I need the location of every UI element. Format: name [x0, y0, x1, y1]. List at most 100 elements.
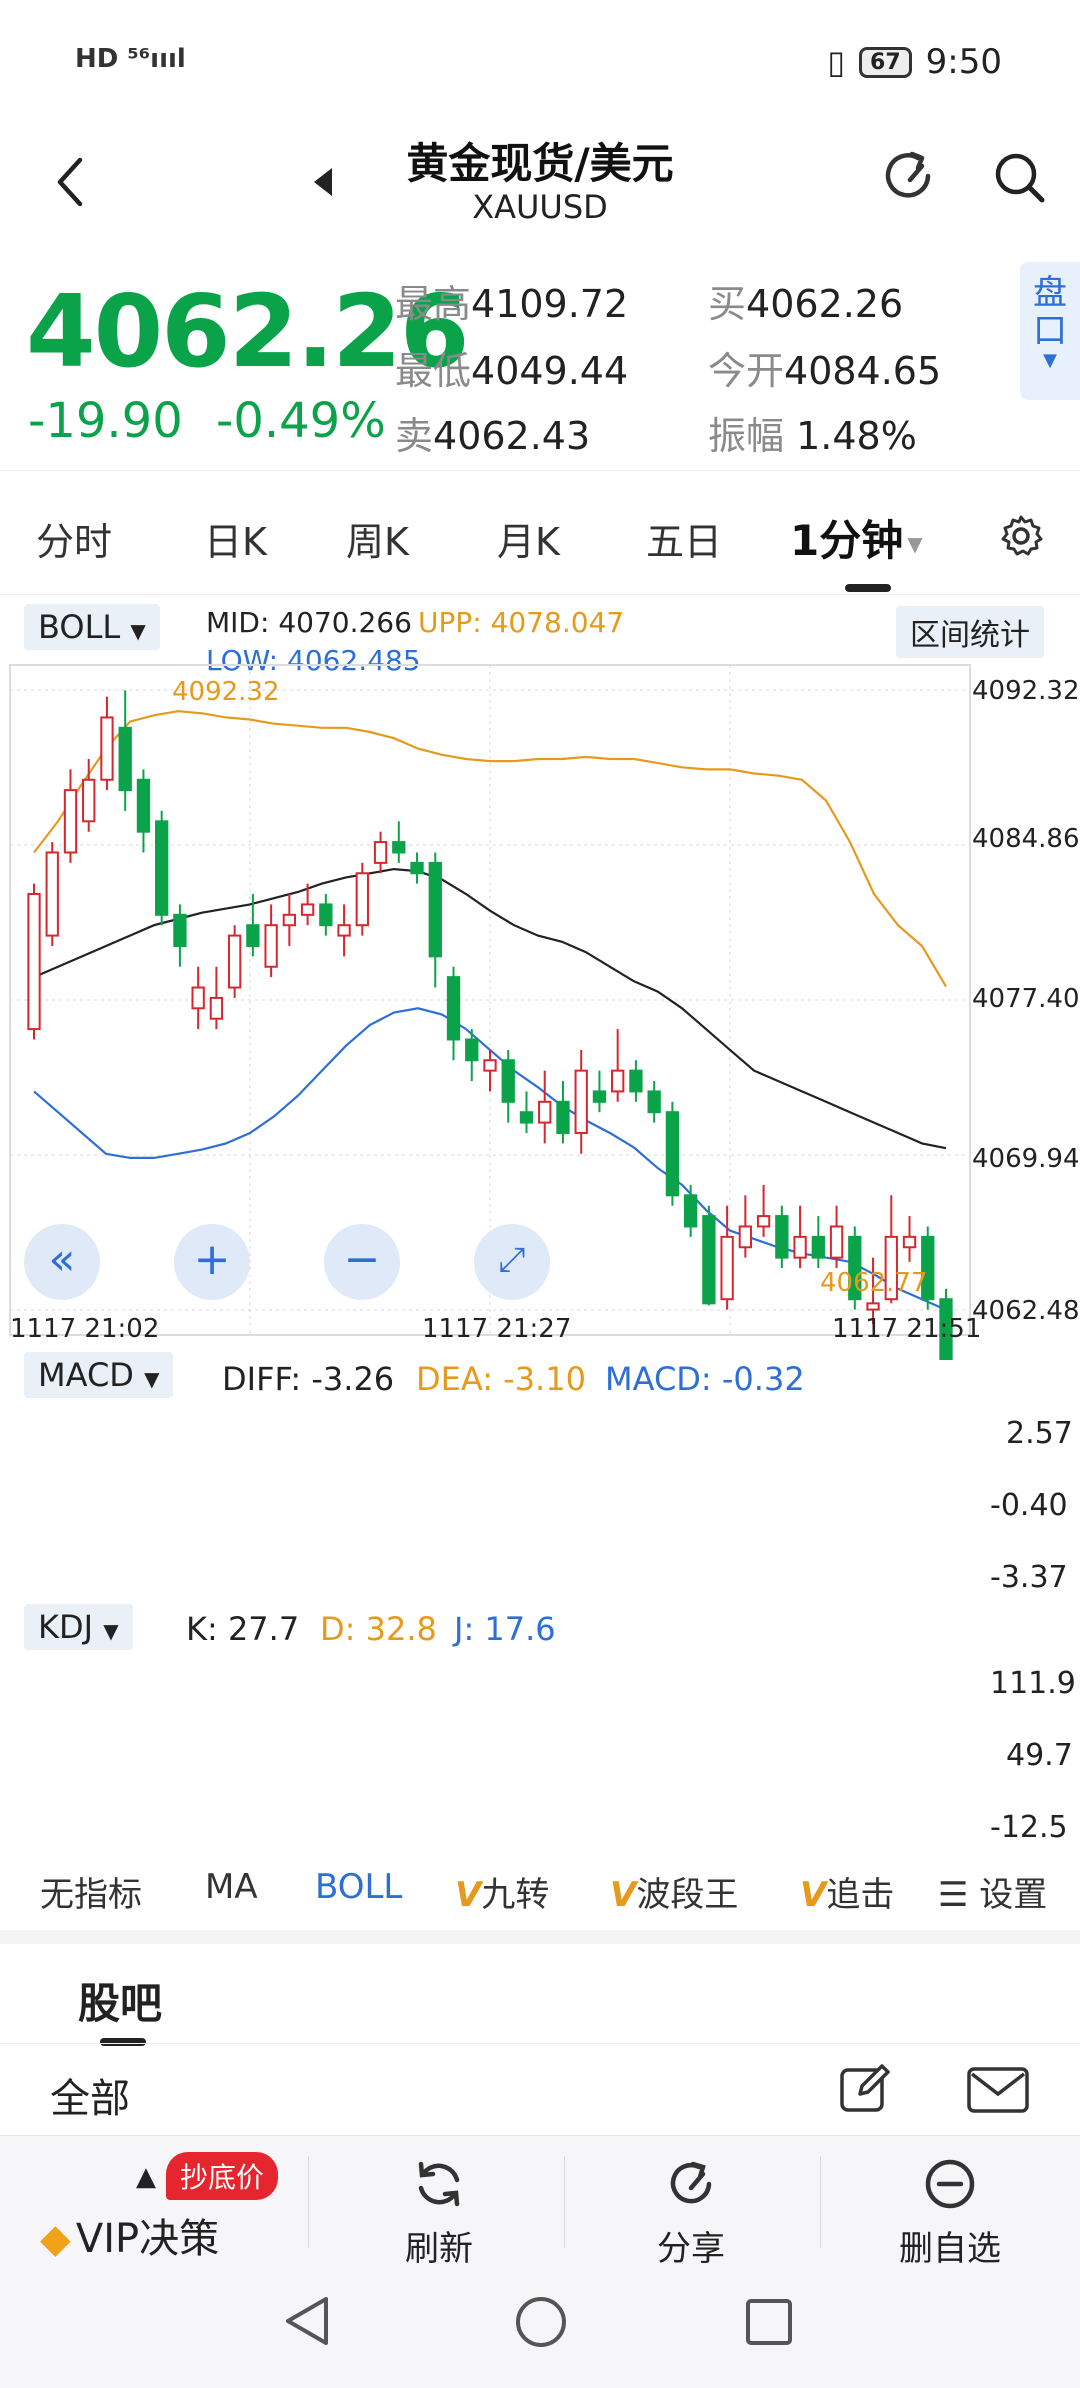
vip-decision-button[interactable]: ◆ VIP决策 [40, 2206, 219, 2264]
remove-watchlist-button[interactable]: 删自选 [880, 2156, 1020, 2270]
candle-body [100, 716, 114, 781]
tab-monthly-k[interactable]: 月K [497, 520, 560, 564]
system-nav-bar [0, 2263, 1080, 2388]
kdj-y-tick-2: 49.7 [1006, 1738, 1073, 1773]
boll-low-legend: LOW: 4062.485 [206, 644, 421, 677]
boll-upp-value: 4078.047 [490, 606, 625, 639]
kdj-indicator-select[interactable]: KDJ ▼ [24, 1604, 133, 1650]
macd-value: MACD: -0.32 [605, 1360, 805, 1398]
nav-back-icon[interactable] [282, 2293, 332, 2353]
search-icon[interactable] [990, 148, 1050, 208]
max-price-label: 4092.32 [172, 677, 280, 707]
indicator-tabs: 无指标 MA BOLL V九转 V波段王 V追击 ☰ 设置 [0, 1845, 1080, 1925]
tab-boduanwang[interactable]: V波段王 [610, 1867, 738, 1916]
refresh-button[interactable]: 刷新 [384, 2156, 494, 2270]
tab-ma[interactable]: MA [205, 1867, 258, 1907]
vip-decision-label: VIP决策 [75, 2216, 220, 2262]
battery-icon: 67 [859, 46, 912, 78]
low-value: 4049.44 [471, 349, 629, 393]
boll-upp-label: UPP: [418, 606, 482, 639]
candle-body [337, 924, 351, 937]
candle-body [118, 726, 132, 792]
fullscreen-icon[interactable]: ⤢ [474, 1224, 550, 1300]
macd-diff: DIFF: -3.26 [222, 1360, 395, 1398]
tab-boduanwang-label: 波段王 [636, 1875, 739, 1915]
candle-body [155, 820, 169, 916]
price-change: -19.90 -0.49% [28, 393, 386, 449]
zoom-in-icon[interactable]: + [174, 1224, 250, 1300]
share-button[interactable]: 分享 [636, 2156, 746, 2270]
back-icon[interactable] [52, 152, 92, 212]
boll-select-label: BOLL [38, 608, 121, 646]
sell-stat: 卖4062.43 [395, 405, 590, 460]
tab-jiuzhuan[interactable]: V九转 [455, 1867, 549, 1916]
change-percent: -0.49% [216, 393, 386, 449]
tab-zhuiji[interactable]: V追击 [800, 1867, 930, 1916]
header: 黄金现货/美元 XAUUSD [0, 130, 1080, 250]
candle-body [501, 1059, 515, 1103]
candle-body [921, 1235, 935, 1301]
boll-indicator-select[interactable]: BOLL ▼ [24, 604, 160, 650]
buy-stat: 买4062.26 [708, 273, 903, 328]
range-stats-button[interactable]: 区间统计 [896, 606, 1044, 658]
zoom-out-icon[interactable]: − [324, 1224, 400, 1300]
caret-down-icon: ▼ [130, 619, 146, 643]
settings-gear-icon[interactable] [998, 513, 1044, 559]
candle-body [611, 1069, 625, 1093]
boll-upper-line [33, 710, 947, 988]
symbol-code: XAUUSD [472, 188, 608, 226]
candle-body [629, 1069, 643, 1093]
high-value: 4109.72 [471, 282, 629, 326]
candle-body [793, 1235, 807, 1259]
scroll-left-icon[interactable]: « [24, 1224, 100, 1300]
prev-instrument-icon[interactable] [308, 162, 338, 202]
y-tick-1: 4092.32 [972, 676, 1080, 706]
tab-no-indicator[interactable]: 无指标 [40, 1875, 142, 1915]
candle-body [519, 1111, 534, 1124]
indicator-settings-button[interactable]: ☰ 设置 [930, 1867, 1048, 1916]
remove-watchlist-label: 删自选 [899, 2229, 1001, 2269]
candle-body [465, 1038, 479, 1062]
boll-upp-legend: UPP: 4078.047 [418, 606, 624, 639]
y-tick-4: 4069.94 [972, 1144, 1080, 1174]
tab-daily-k[interactable]: 日K [204, 520, 267, 564]
minus-circle-icon [880, 2156, 1020, 2221]
page-title: 黄金现货/美元 [406, 139, 674, 188]
candle-body [884, 1235, 898, 1301]
community-tab[interactable]: 股吧 [78, 1979, 163, 2028]
order-book-button[interactable]: 盘口 ▼ [1020, 262, 1080, 400]
macd-indicator-select[interactable]: MACD ▼ [24, 1352, 174, 1398]
tab-five-day[interactable]: 五日 [646, 520, 723, 564]
refresh-share-icon[interactable] [880, 146, 940, 206]
candle-body [902, 1235, 917, 1249]
tab-1min[interactable]: 1分钟 ▼ [790, 507, 923, 568]
candle-body [592, 1090, 607, 1103]
amp-stat: 振幅 1.48% [708, 405, 917, 460]
candle-body [300, 903, 315, 916]
filter-all[interactable]: 全部 [50, 2076, 130, 2122]
candle-body [191, 986, 205, 1010]
boll-mid-value: 4070.266 [278, 606, 412, 639]
sell-value: 4062.43 [433, 414, 591, 458]
quote-panel: 4062.26 -19.90 -0.49% 最高4109.72 最低4049.4… [0, 255, 1080, 465]
tab-timeshare[interactable]: 分时 [36, 520, 113, 564]
vip-v-icon: V [455, 1875, 482, 1915]
nav-recents-icon[interactable] [744, 2297, 794, 2351]
refresh-icon [384, 2156, 494, 2221]
candle-body [939, 1298, 953, 1360]
low-stat: 最低4049.44 [395, 340, 628, 395]
kdj-y-tick-3: -12.5 [990, 1810, 1068, 1845]
vip-v-icon: V [610, 1875, 637, 1915]
candle-body [428, 861, 442, 958]
boll-mid-legend: MID: 4070.266 [206, 606, 412, 639]
tab-weekly-k[interactable]: 周K [346, 520, 409, 564]
nav-home-icon[interactable] [514, 2295, 568, 2353]
indicator-settings-label: 设置 [979, 1875, 1048, 1915]
mail-icon[interactable] [966, 2066, 1030, 2114]
candle-body [373, 841, 388, 864]
edit-post-icon[interactable] [838, 2062, 892, 2116]
tab-boll[interactable]: BOLL [315, 1867, 403, 1907]
candlestick-chart[interactable] [0, 0, 1080, 1360]
refresh-label: 刷新 [405, 2229, 473, 2269]
buy-value: 4062.26 [746, 282, 904, 326]
